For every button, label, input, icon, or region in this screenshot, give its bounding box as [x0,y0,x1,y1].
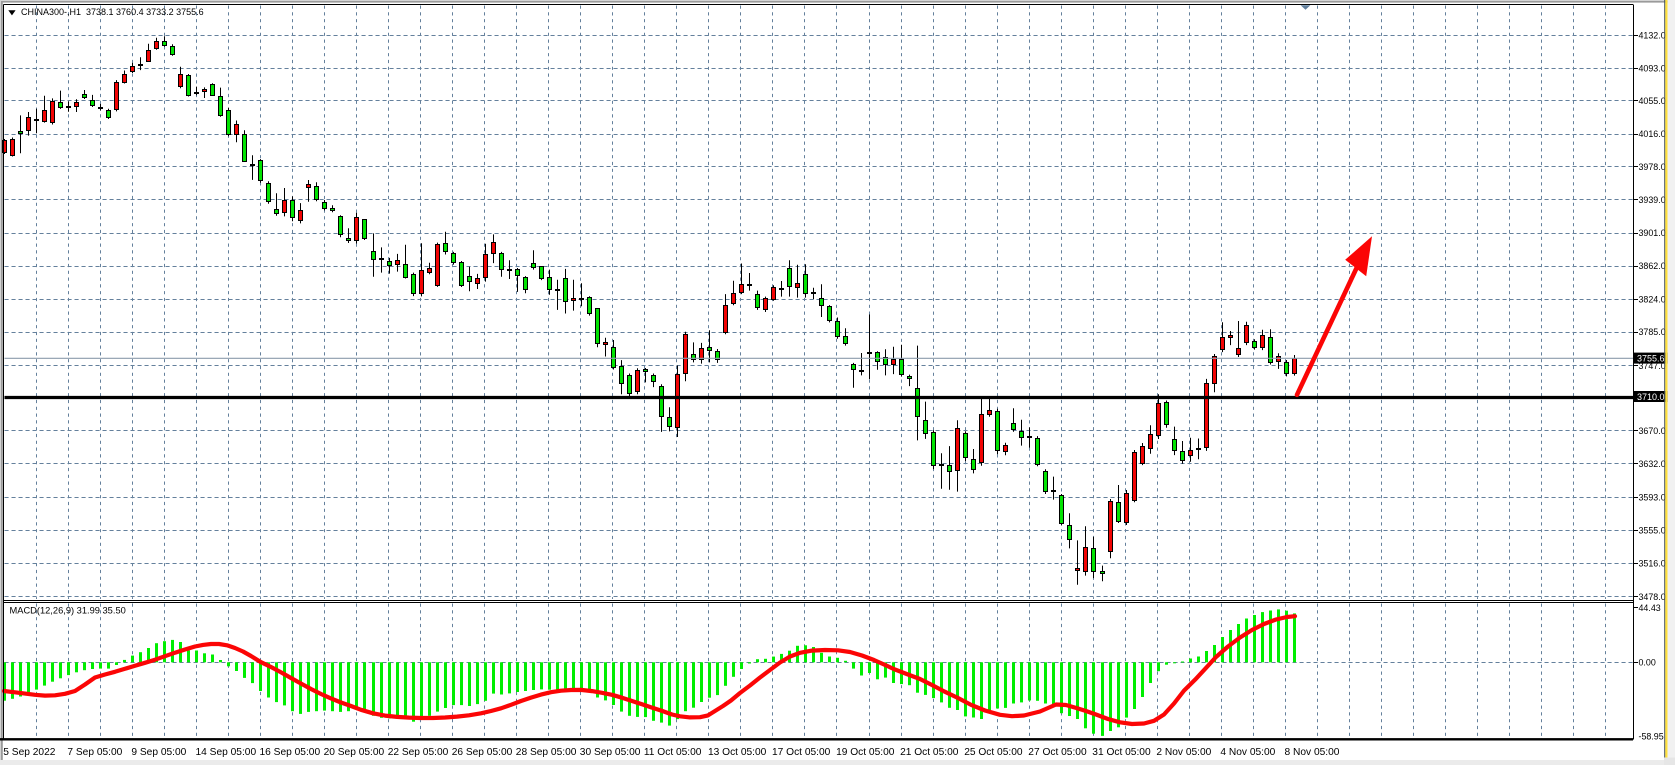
svg-text:4132.0: 4132.0 [1639,31,1666,41]
svg-text:13 Oct 05:00: 13 Oct 05:00 [708,747,767,758]
svg-text:3593.0: 3593.0 [1639,492,1666,502]
svg-text:3632.0: 3632.0 [1639,459,1666,469]
svg-text:28 Sep 05:00: 28 Sep 05:00 [516,747,577,758]
svg-text:2 Nov 05:00: 2 Nov 05:00 [1156,747,1211,758]
svg-text:21 Oct 05:00: 21 Oct 05:00 [900,747,959,758]
svg-text:11 Oct 05:00: 11 Oct 05:00 [644,747,702,758]
svg-text:3747.0: 3747.0 [1639,361,1666,371]
svg-text:16 Sep 05:00: 16 Sep 05:00 [260,747,321,758]
svg-text:26 Sep 05:00: 26 Sep 05:00 [452,747,513,758]
svg-text:0.00: 0.00 [1639,657,1656,667]
svg-text:3824.0: 3824.0 [1639,294,1666,304]
svg-text:22 Sep 05:00: 22 Sep 05:00 [388,747,449,758]
svg-text:4093.0: 4093.0 [1639,63,1666,73]
svg-text:3939.0: 3939.0 [1639,195,1666,205]
svg-text:3862.0: 3862.0 [1639,261,1666,271]
svg-text:31 Oct 05:00: 31 Oct 05:00 [1092,747,1151,758]
svg-text:19 Oct 05:00: 19 Oct 05:00 [836,747,895,758]
svg-text:3478.0: 3478.0 [1639,592,1666,602]
svg-text:3755.6: 3755.6 [1637,353,1665,363]
svg-text:20 Sep 05:00: 20 Sep 05:00 [324,747,385,758]
svg-text:27 Oct 05:00: 27 Oct 05:00 [1028,747,1087,758]
svg-text:4 Nov 05:00: 4 Nov 05:00 [1220,747,1275,758]
svg-text:4055.0: 4055.0 [1639,96,1666,106]
svg-text:14 Sep 05:00: 14 Sep 05:00 [196,747,257,758]
svg-text:3670.0: 3670.0 [1639,426,1666,436]
svg-text:MACD(12,26,9) 31.99 35.50: MACD(12,26,9) 31.99 35.50 [10,606,126,616]
svg-text:3516.0: 3516.0 [1639,559,1666,569]
svg-text:4016.0: 4016.0 [1639,129,1666,139]
svg-text:-58.95: -58.95 [1639,732,1664,742]
svg-text:3710.0: 3710.0 [1637,392,1665,402]
svg-text:CHINA300-,H1 3738.1 3760.4 37: CHINA300-,H1 3738.1 3760.4 3733.2 3755.6 [21,7,204,17]
svg-text:5 Sep 2022: 5 Sep 2022 [3,747,55,758]
svg-text:7 Sep 05:00: 7 Sep 05:00 [67,747,122,758]
svg-text:17 Oct 05:00: 17 Oct 05:00 [772,747,831,758]
svg-text:3785.0: 3785.0 [1639,327,1666,337]
svg-text:3978.0: 3978.0 [1639,162,1666,172]
svg-text:30 Sep 05:00: 30 Sep 05:00 [580,747,641,758]
svg-text:44.43: 44.43 [1639,603,1661,613]
svg-text:3901.0: 3901.0 [1639,228,1666,238]
svg-text:25 Oct 05:00: 25 Oct 05:00 [964,747,1023,758]
svg-text:3555.0: 3555.0 [1639,526,1666,536]
svg-text:8 Nov 05:00: 8 Nov 05:00 [1285,747,1340,758]
svg-text:9 Sep 05:00: 9 Sep 05:00 [131,747,186,758]
